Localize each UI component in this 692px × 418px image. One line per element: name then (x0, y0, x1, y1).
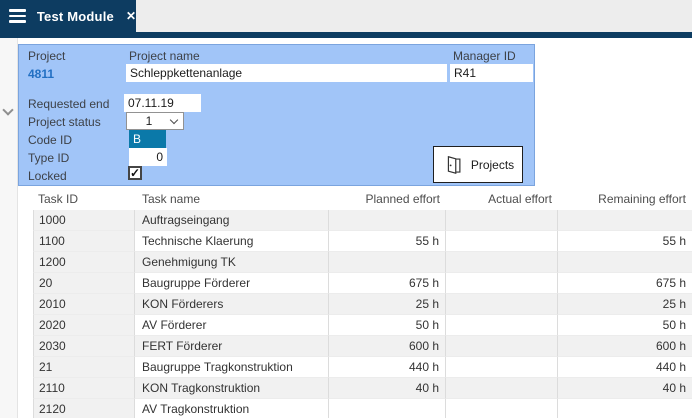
chevron-down-icon (169, 115, 179, 124)
requested-end-label: Requested end (28, 97, 110, 111)
code-id-field[interactable]: B (129, 130, 166, 148)
cell-remaining[interactable]: 50 h (558, 315, 692, 336)
door-icon (447, 155, 461, 174)
tab-test-module[interactable]: Test Module ✕ (0, 0, 136, 32)
column-header-planned-effort[interactable]: Planned effort (365, 192, 440, 206)
menu-icon[interactable] (9, 9, 26, 23)
cell-task-id[interactable]: 2110 (33, 378, 135, 399)
cell-planned[interactable] (329, 210, 446, 231)
cell-remaining[interactable] (558, 252, 692, 273)
cell-task-id[interactable]: 21 (33, 357, 135, 378)
cell-actual[interactable] (446, 378, 558, 399)
cell-planned[interactable]: 40 h (329, 378, 446, 399)
cell-task-name[interactable]: KON Tragkonstruktion (135, 378, 329, 399)
cell-task-id[interactable]: 2120 (33, 399, 135, 418)
cell-task-name[interactable]: Baugruppe Förderer (135, 273, 329, 294)
cell-planned[interactable]: 600 h (329, 336, 446, 357)
column-header-task-name[interactable]: Task name (142, 192, 201, 206)
left-rail (0, 38, 18, 418)
cell-remaining[interactable] (558, 399, 692, 418)
cell-actual[interactable] (446, 336, 558, 357)
task-table-body: 1000 Auftragseingang 1100 Technische Klaeru… (33, 210, 692, 418)
manager-id-input[interactable] (450, 64, 533, 82)
table-row[interactable]: 1000 Auftragseingang (33, 210, 692, 231)
cell-planned[interactable]: 440 h (329, 357, 446, 378)
project-status-value: 1 (145, 114, 153, 128)
cell-task-id[interactable]: 20 (33, 273, 135, 294)
table-row[interactable]: 2120 AV Tragkonstruktion (33, 399, 692, 418)
cell-planned[interactable]: 675 h (329, 273, 446, 294)
cell-actual[interactable] (446, 294, 558, 315)
cell-actual[interactable] (446, 357, 558, 378)
table-row[interactable]: 20 Baugruppe Förderer 675 h 675 h (33, 273, 692, 294)
type-id-label: Type ID (28, 151, 70, 165)
cell-planned[interactable]: 55 h (329, 231, 446, 252)
cell-remaining[interactable]: 675 h (558, 273, 692, 294)
locked-label: Locked (28, 169, 67, 183)
manager-id-label: Manager ID (453, 49, 516, 63)
cell-actual[interactable] (446, 210, 558, 231)
table-row[interactable]: 1100 Technische Klaerung 55 h 55 h (33, 231, 692, 252)
code-id-label: Code ID (28, 133, 73, 147)
cell-planned[interactable] (329, 252, 446, 273)
column-header-remaining-effort[interactable]: Remaining effort (598, 192, 686, 206)
tab-bar: Test Module ✕ (0, 0, 692, 32)
close-icon[interactable]: ✕ (125, 9, 136, 23)
cell-task-name[interactable]: FERT Förderer (135, 336, 329, 357)
task-table-header: Task ID Task name Planned effort Actual … (33, 188, 692, 210)
cell-task-id[interactable]: 2020 (33, 315, 135, 336)
column-header-task-id[interactable]: Task ID (38, 192, 79, 206)
tab-title: Test Module (36, 8, 114, 24)
column-header-actual-effort[interactable]: Actual effort (488, 192, 552, 206)
table-row[interactable]: 2010 KON Förderers 25 h 25 h (33, 294, 692, 315)
cell-actual[interactable] (446, 273, 558, 294)
table-row[interactable]: 2030 FERT Förderer 600 h 600 h (33, 336, 692, 357)
cell-task-id[interactable]: 1000 (33, 210, 135, 231)
cell-remaining[interactable] (558, 210, 692, 231)
cell-task-name[interactable]: AV Förderer (135, 315, 329, 336)
requested-end-input[interactable] (124, 94, 201, 112)
cell-task-name[interactable]: Technische Klaerung (135, 231, 329, 252)
cell-task-name[interactable]: Genehmigung TK (135, 252, 329, 273)
project-name-input[interactable] (126, 64, 447, 82)
project-name-label: Project name (129, 49, 200, 63)
projects-button[interactable]: Projects (433, 146, 523, 183)
projects-button-label: Projects (470, 157, 515, 172)
table-row[interactable]: 1200 Genehmigung TK (33, 252, 692, 273)
project-label: Project (28, 49, 66, 63)
project-id-value[interactable]: 4811 (28, 67, 55, 81)
table-row[interactable]: 2020 AV Förderer 50 h 50 h (33, 315, 692, 336)
header-divider (0, 32, 692, 38)
cell-planned[interactable] (329, 399, 446, 418)
cell-remaining[interactable]: 40 h (558, 378, 692, 399)
cell-remaining[interactable]: 25 h (558, 294, 692, 315)
cell-task-name[interactable]: AV Tragkonstruktion (135, 399, 329, 418)
type-id-input[interactable] (129, 148, 167, 166)
project-status-select[interactable]: 1 (126, 112, 184, 130)
cell-task-id[interactable]: 1100 (33, 231, 135, 252)
table-row[interactable]: 21 Baugruppe Tragkonstruktion 440 h 440 h (33, 357, 692, 378)
cell-remaining[interactable]: 600 h (558, 336, 692, 357)
cell-remaining[interactable]: 440 h (558, 357, 692, 378)
cell-task-name[interactable]: Baugruppe Tragkonstruktion (135, 357, 329, 378)
table-row[interactable]: 2110 KON Tragkonstruktion 40 h 40 h (33, 378, 692, 399)
check-icon: ✓ (129, 165, 141, 180)
project-status-label: Project status (28, 115, 101, 129)
locked-checkbox[interactable]: ✓ (128, 166, 142, 180)
cell-actual[interactable] (446, 252, 558, 273)
cell-planned[interactable]: 25 h (329, 294, 446, 315)
cell-actual[interactable] (446, 231, 558, 252)
project-form-panel: Project Project name Manager ID 4811 Req… (18, 44, 535, 186)
cell-task-id[interactable]: 2010 (33, 294, 135, 315)
cell-actual[interactable] (446, 399, 558, 418)
cell-remaining[interactable]: 55 h (558, 231, 692, 252)
cell-planned[interactable]: 50 h (329, 315, 446, 336)
cell-task-name[interactable]: Auftragseingang (135, 210, 329, 231)
cell-task-id[interactable]: 2030 (33, 336, 135, 357)
cell-task-id[interactable]: 1200 (33, 252, 135, 273)
cell-task-name[interactable]: KON Förderers (135, 294, 329, 315)
cell-actual[interactable] (446, 315, 558, 336)
